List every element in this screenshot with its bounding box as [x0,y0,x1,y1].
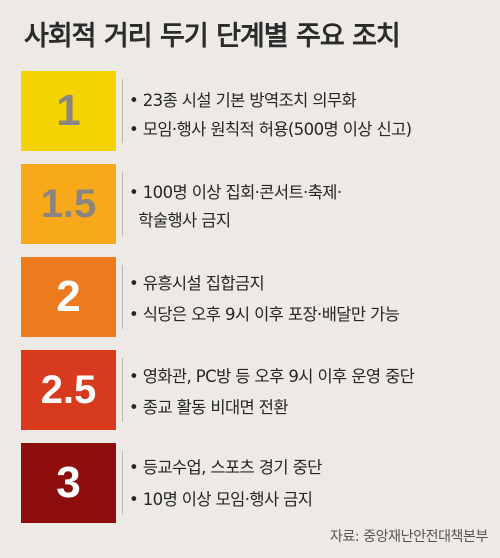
divider [122,358,123,422]
divider [122,265,123,329]
measure-item: • 100명 이상 집회·콘서트·축제· [129,183,342,202]
stage-level-badge: 2 [21,257,116,337]
measure-item: 학술행사 금지 [129,211,231,230]
stage-level-badge: 2.5 [21,350,116,430]
stage-level-badge: 3 [21,443,116,523]
stage-row-2: 2 • 유흥시설 집합금지 • 식당은 오후 9시 이후 포장·배달만 가능 [21,257,491,337]
measure-item: • 식당은 오후 9시 이후 포장·배달만 가능 [129,305,400,324]
stage-row-1: 1 • 23종 시설 기본 방역조치 의무화 • 모임·행사 원칙적 허용(50… [21,71,491,151]
measure-item: • 종교 활동 비대면 전환 [129,398,289,417]
stage-row-3: 3 • 등교수업, 스포츠 경기 중단 • 10명 이상 모임·행사 금지 [21,443,491,523]
measure-item: • 10명 이상 모임·행사 금지 [129,490,313,509]
divider [122,172,123,236]
page-title: 사회적 거리 두기 단계별 주요 조치 [24,21,401,52]
stage-row-2-5: 2.5 • 영화관, PC방 등 오후 9시 이후 운영 중단 • 종교 활동 … [21,350,491,430]
divider [122,451,123,515]
measure-item: • 영화관, PC방 등 오후 9시 이후 운영 중단 [129,367,415,386]
measure-item: • 23종 시설 기본 방역조치 의무화 [129,91,357,110]
stage-level-badge: 1.5 [21,164,116,244]
source-credit: 자료: 중앙재난안전대책본부 [329,529,489,545]
stage-row-1-5: 1.5 • 100명 이상 집회·콘서트·축제· 학술행사 금지 [21,164,491,244]
stage-level-badge: 1 [21,71,116,151]
measure-item: • 등교수업, 스포츠 경기 중단 [129,458,322,477]
divider [122,79,123,143]
measure-item: • 모임·행사 원칙적 허용(500명 이상 신고) [129,120,412,139]
measure-item: • 유흥시설 집합금지 [129,274,265,293]
